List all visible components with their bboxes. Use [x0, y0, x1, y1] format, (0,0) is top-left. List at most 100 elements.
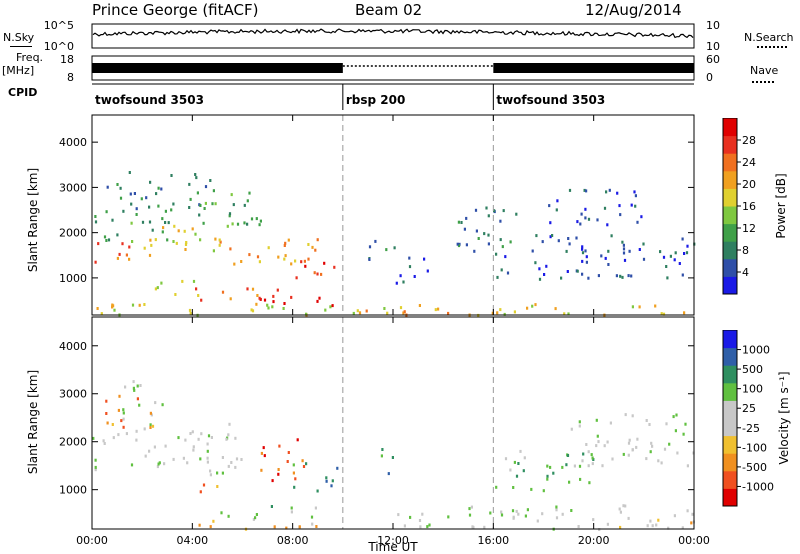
cell-15-30: [499, 308, 502, 312]
cell-9-9: [198, 213, 201, 217]
power-colorbar: 4 8 12 16 20 24 28 Power [dB]: [722, 118, 788, 295]
cell-15-10: [526, 306, 529, 310]
cell-10-39: [650, 441, 653, 445]
colorbar-tick-label-7: -1000: [742, 480, 774, 493]
cell-9-2: [243, 203, 246, 207]
cell-8-3: [387, 472, 390, 476]
cell-9-7: [232, 203, 235, 207]
cell-11-20: [624, 504, 627, 508]
cell-14-7: [584, 207, 587, 211]
cell-4-4: [233, 262, 236, 266]
cell-11-12: [428, 523, 431, 527]
cell-11-48: [555, 505, 558, 509]
cell-9-1: [228, 214, 231, 218]
colorbar-cell-5: [723, 400, 737, 419]
cell-15-35: [383, 307, 386, 310]
velocity-colorbar-label: Velocity [m s⁻¹]: [777, 371, 791, 464]
cell-14-22: [605, 190, 608, 194]
cell-16-2: [403, 310, 406, 314]
cell-11-41: [517, 512, 520, 516]
cell-1-19: [164, 221, 167, 224]
cell-4-10: [301, 459, 304, 463]
cell-0-25: [206, 449, 209, 453]
cell-4-11: [277, 468, 280, 471]
cell-15-11: [660, 312, 663, 316]
colorbar-cell-8: [723, 347, 737, 366]
cell-0-47: [149, 423, 152, 427]
cell-10-32: [591, 462, 594, 466]
cell-1-0: [122, 411, 125, 415]
cell-10-8: [676, 451, 679, 455]
cell-9-11: [515, 474, 519, 478]
cell-4-2: [278, 444, 281, 448]
colorbar-cell-4: [723, 418, 737, 437]
cell-13-51: [666, 276, 669, 280]
cell-14-25: [619, 213, 622, 217]
xtick-label-2: 08:00: [277, 534, 309, 547]
cell-3-12: [196, 191, 199, 195]
cell-5-1: [336, 466, 339, 470]
cell-0-20: [227, 464, 230, 468]
cell-13-8: [607, 249, 610, 253]
cell-3-3: [189, 197, 192, 201]
cell-3-21: [170, 174, 173, 177]
cell-0-18: [210, 436, 213, 439]
cell-13-37: [607, 263, 610, 266]
cell-3-13: [170, 208, 173, 212]
cell-6-3: [290, 506, 293, 510]
cell-10-3: [368, 258, 371, 261]
cell-5-4: [305, 462, 308, 466]
cell-10-34: [663, 447, 667, 451]
cell-10-38: [601, 464, 604, 468]
velocity-x-ticks: 00:00 04:00 08:00 12:00 16:00 20:00 00:00: [76, 317, 710, 547]
freq-segment-2: [493, 63, 694, 73]
cell-2-14: [183, 229, 186, 233]
colorbar-tick-label-3: 16: [742, 200, 756, 213]
cell-13-62: [673, 258, 676, 262]
noise-frame: [91, 23, 695, 49]
velocity-colorbar-ticks: 1000 500 100 25 -25 -100 -500 -1000: [737, 344, 774, 493]
cell-5-3: [330, 484, 333, 488]
cell-11-14: [555, 508, 558, 512]
cell-7-8: [198, 523, 201, 527]
cell-12-13: [487, 214, 490, 218]
freq-tick-right-top: 60: [706, 53, 720, 66]
cell-1-11: [105, 239, 108, 242]
cell-3-20: [119, 196, 123, 200]
cell-15-7: [96, 307, 99, 310]
cell-5-2: [325, 476, 328, 480]
cell-14-17: [568, 188, 572, 192]
cell-11-36: [512, 515, 515, 519]
cell-11-23: [526, 508, 529, 512]
cell-5-6: [320, 272, 323, 276]
cell-11-42: [673, 514, 676, 518]
cell-1-6: [130, 221, 133, 225]
cell-4-10: [229, 247, 232, 251]
noise-trace-line: [92, 28, 694, 39]
cell-11-10: [447, 515, 450, 519]
cell-0-12: [148, 449, 151, 453]
nsky-legend-line: [10, 46, 32, 47]
cell-8-0: [380, 454, 383, 458]
cell-4-20: [290, 262, 293, 266]
cell-10-15: [606, 440, 609, 444]
cell-10-42: [657, 459, 660, 463]
cell-15-32: [100, 312, 103, 316]
cell-9-26: [579, 477, 582, 481]
cell-13-64: [669, 254, 672, 258]
velocity-y-ticks: 1000 2000 3000 4000: [59, 340, 694, 497]
cell-0-4: [156, 465, 159, 469]
cell-14-4: [608, 188, 611, 192]
cell-13-46: [674, 251, 677, 255]
cell-7-1: [315, 525, 318, 528]
cell-1-10: [138, 403, 141, 407]
cell-4-7: [277, 255, 280, 259]
cell-0-22: [189, 432, 192, 435]
cell-13-32: [622, 243, 625, 247]
cell-0-15: [192, 448, 195, 452]
cell-15-38: [271, 305, 274, 309]
noise-sky-trace: [92, 28, 694, 39]
cell-10-6: [668, 442, 671, 446]
colorbar-tick-label-4: -25: [742, 422, 760, 435]
